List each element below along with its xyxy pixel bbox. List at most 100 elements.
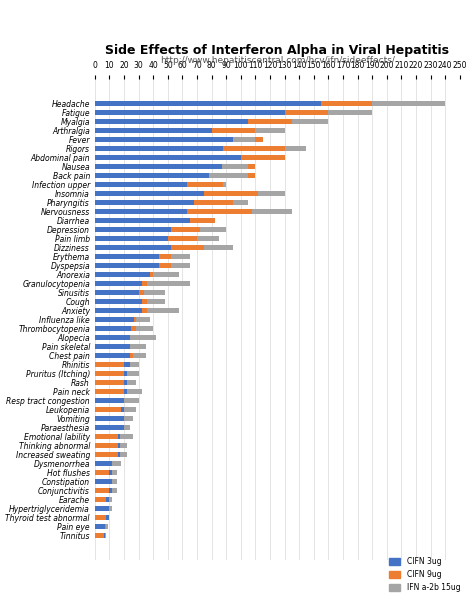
Bar <box>95 443 119 448</box>
Bar <box>95 417 133 421</box>
Bar <box>95 524 108 529</box>
Bar <box>95 417 124 421</box>
Bar <box>95 434 118 439</box>
Bar <box>95 281 190 286</box>
Bar <box>95 110 372 115</box>
Bar <box>95 119 328 124</box>
Bar <box>95 488 112 493</box>
Bar <box>95 101 372 106</box>
Bar <box>95 462 112 466</box>
Bar <box>95 398 124 403</box>
Bar <box>95 353 146 358</box>
Bar <box>95 434 133 439</box>
Bar <box>95 254 159 259</box>
Bar <box>95 407 136 412</box>
Bar <box>95 389 142 394</box>
Bar <box>95 479 117 484</box>
Bar <box>95 498 109 502</box>
Bar <box>95 236 197 241</box>
Bar <box>95 371 127 376</box>
Bar <box>95 308 147 313</box>
Bar <box>95 362 124 367</box>
Bar <box>95 209 253 214</box>
Bar <box>95 236 219 241</box>
Bar <box>95 353 133 358</box>
Bar <box>95 344 146 349</box>
Bar <box>95 236 168 241</box>
Bar <box>95 137 234 142</box>
Bar <box>95 173 248 178</box>
Bar <box>95 398 138 403</box>
Bar <box>95 155 284 160</box>
Bar <box>95 155 241 160</box>
Bar <box>95 119 292 124</box>
Bar <box>95 398 124 403</box>
Bar <box>95 533 103 538</box>
Bar <box>95 389 127 394</box>
Bar <box>95 245 204 250</box>
Bar <box>95 182 187 187</box>
Bar <box>95 191 284 196</box>
Bar <box>95 227 226 232</box>
Bar <box>95 434 119 439</box>
Bar <box>95 462 121 466</box>
Bar <box>95 254 190 259</box>
Bar <box>95 128 255 133</box>
Bar <box>95 110 328 115</box>
Bar <box>95 488 117 493</box>
Bar <box>95 515 107 521</box>
Bar <box>95 299 147 304</box>
Bar <box>95 389 124 394</box>
Bar <box>95 425 130 431</box>
Bar <box>95 515 109 521</box>
Bar <box>95 173 255 178</box>
Bar <box>95 470 117 476</box>
Bar <box>95 272 153 277</box>
Bar <box>95 245 171 250</box>
Bar <box>95 164 248 169</box>
Bar <box>95 443 127 448</box>
Bar <box>95 452 119 457</box>
Bar <box>95 263 190 268</box>
Bar <box>95 128 211 133</box>
Bar <box>95 407 124 412</box>
Bar <box>95 344 130 349</box>
Bar <box>95 380 124 385</box>
Bar <box>95 308 142 313</box>
Bar <box>95 299 142 304</box>
Bar <box>95 263 171 268</box>
Bar <box>95 137 255 142</box>
Bar <box>95 146 284 151</box>
Bar <box>95 336 130 340</box>
Bar <box>95 524 105 529</box>
Bar <box>95 362 130 367</box>
Bar <box>95 146 307 151</box>
Bar <box>95 101 321 106</box>
Bar <box>95 452 127 457</box>
Bar <box>95 164 255 169</box>
Bar <box>95 326 153 331</box>
Bar <box>95 498 107 502</box>
Bar <box>95 353 130 358</box>
Bar <box>95 317 134 322</box>
Title: Side Effects of Interferon Alpha in Viral Hepatitis: Side Effects of Interferon Alpha in Vira… <box>105 44 449 57</box>
Bar <box>95 191 204 196</box>
Bar <box>95 173 209 178</box>
Bar <box>95 317 150 322</box>
Bar <box>95 479 112 484</box>
Bar <box>95 200 234 205</box>
Bar <box>95 425 124 431</box>
Bar <box>95 417 124 421</box>
Bar <box>95 263 159 268</box>
Bar <box>95 317 136 322</box>
Bar <box>95 425 124 431</box>
Bar <box>95 245 234 250</box>
Bar <box>95 507 109 512</box>
Bar <box>95 128 284 133</box>
Bar <box>95 200 248 205</box>
Bar <box>95 281 142 286</box>
Bar <box>95 507 112 512</box>
Bar <box>95 146 223 151</box>
Bar <box>95 209 292 214</box>
Bar <box>95 452 118 457</box>
